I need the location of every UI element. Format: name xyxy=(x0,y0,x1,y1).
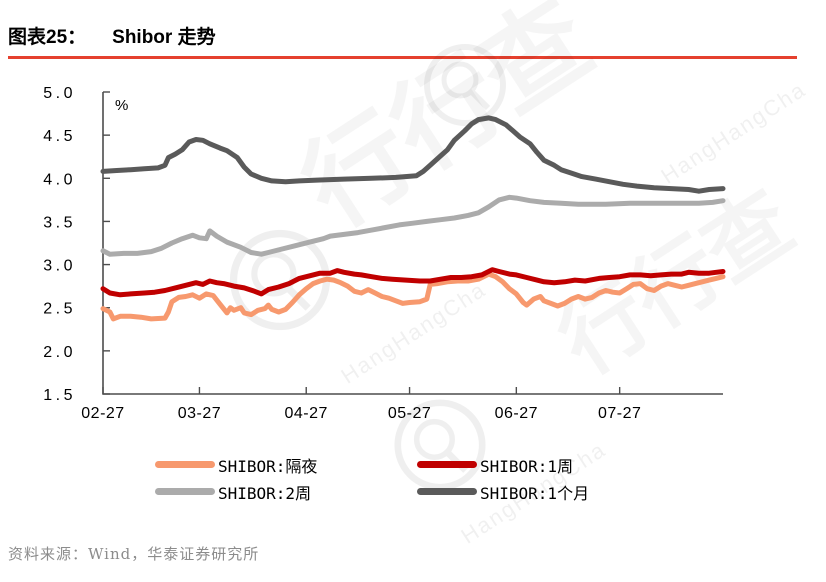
series-line-1 xyxy=(100,267,726,298)
series-line-3 xyxy=(100,115,726,194)
legend-item-shibor-1week: SHIBOR:1周 xyxy=(417,455,589,476)
figure-header: 图表25： Shibor 走势 xyxy=(8,22,216,49)
chart-legend: SHIBOR:隔夜 SHIBOR:1周 SHIBOR:2周 SHIBOR:1个月 xyxy=(155,455,590,503)
shibor-line-chart: 5.0 4.5 4.0 3.5 3.0 2.5 2.0 1.5 02-27 03-27 04-27 0… xyxy=(43,85,726,422)
x-tick-label: 07-27 xyxy=(598,405,641,422)
y-tick-label: 3.5 xyxy=(43,214,76,231)
legend-item-shibor-overnight: SHIBOR:隔夜 xyxy=(155,455,417,476)
y-tick-label: 3.0 xyxy=(43,258,76,275)
x-tick-label: 05-27 xyxy=(388,405,431,422)
series-line-2 xyxy=(100,194,726,257)
y-tick-label: 2.5 xyxy=(43,301,76,318)
source-note: 资料来源：Wind，华泰证券研究所 xyxy=(8,545,260,563)
legend-item-shibor-1month: SHIBOR:1个月 xyxy=(417,482,590,503)
x-tick-label: 06-27 xyxy=(495,405,538,422)
legend-swatch-1week xyxy=(417,461,477,468)
x-tick-label: 02-27 xyxy=(81,405,124,422)
legend-swatch-2week xyxy=(155,488,215,495)
y-tick-label: 1.5 xyxy=(43,387,76,404)
legend-label-2week: SHIBOR:2周 xyxy=(218,483,312,503)
legend-label-overnight: SHIBOR:隔夜 xyxy=(218,456,318,476)
figure-title: Shibor 走势 xyxy=(112,27,216,48)
title-underline-rule xyxy=(8,56,797,59)
series-line-0 xyxy=(100,271,726,322)
figure-number-label: 图表25： xyxy=(8,27,87,48)
y-tick-label: 4.0 xyxy=(43,171,76,188)
y-tick-label: 5.0 xyxy=(43,85,76,102)
legend-item-shibor-2week: SHIBOR:2周 xyxy=(155,482,417,503)
y-axis-unit-label: % xyxy=(115,97,128,114)
legend-swatch-1month xyxy=(417,488,477,495)
legend-label-1month: SHIBOR:1个月 xyxy=(480,483,590,503)
x-tick-label: 03-27 xyxy=(178,405,221,422)
y-tick-label: 4.5 xyxy=(43,128,76,145)
legend-label-1week: SHIBOR:1周 xyxy=(480,456,574,476)
legend-swatch-overnight xyxy=(155,461,215,468)
y-tick-label: 2.0 xyxy=(43,344,76,361)
x-tick-label: 04-27 xyxy=(285,405,328,422)
